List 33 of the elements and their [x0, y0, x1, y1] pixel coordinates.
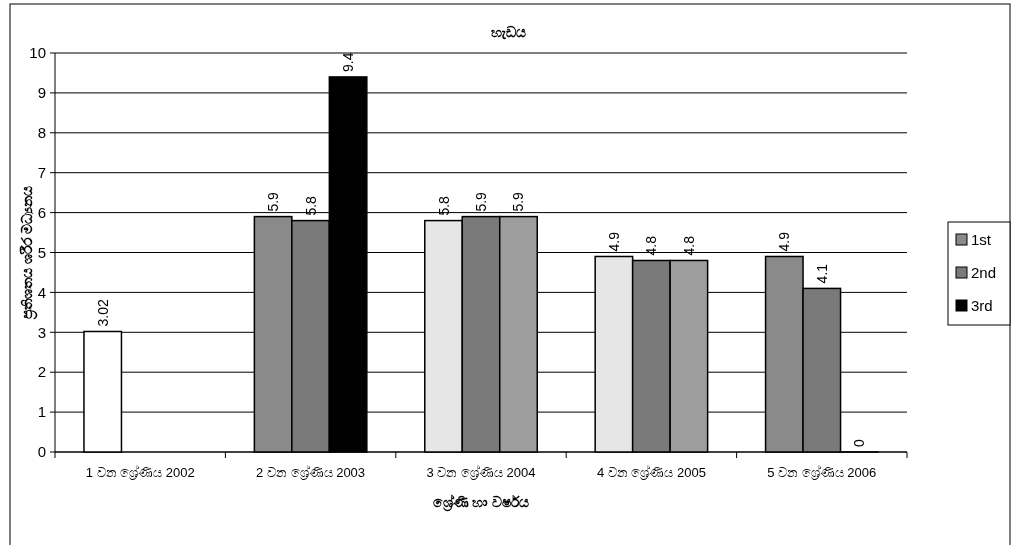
y-tick-label: 1 [37, 403, 46, 421]
legend-label: 2nd [971, 264, 997, 282]
data-label: 4.9 [776, 231, 793, 252]
data-label: 4.9 [605, 231, 622, 252]
y-tick-label: 6 [37, 203, 46, 221]
data-label: 3.02 [94, 299, 111, 327]
y-tick-label: 0 [37, 443, 46, 461]
y-tick-label: 2 [37, 363, 46, 381]
x-tick-label: 1 වන ශ්‍රේණිය 2002 [85, 465, 195, 480]
data-label: 9.4 [340, 52, 357, 72]
y-tick-label: 10 [29, 44, 46, 62]
y-tick-label: 5 [37, 243, 46, 261]
legend-label: 3rd [971, 297, 993, 315]
y-tick-label: 4 [37, 283, 46, 301]
data-label: 5.9 [473, 191, 489, 212]
x-tick-label: 3 වන ශ්‍රේණිය 2004 [426, 465, 536, 480]
y-tick-label: 7 [37, 163, 46, 181]
data-label: 0 [851, 439, 868, 447]
y-tick-label: 3 [37, 323, 46, 341]
y-tick-label: 8 [37, 124, 46, 142]
data-label: 5.8 [435, 195, 452, 216]
data-label: 4.1 [813, 263, 830, 284]
legend-label: 1st [971, 231, 992, 249]
x-tick-label: 2 වන ශ්‍රේණිය 2003 [256, 465, 366, 480]
chart-title: හැඩය [490, 24, 526, 40]
x-axis-title: ශ්‍රේණි හා වර්ෂය [432, 494, 530, 512]
x-tick-label: 5 වන ශ්‍රේණිය 2006 [767, 465, 877, 480]
data-label: 5.9 [265, 191, 282, 212]
data-label: 5.9 [510, 191, 527, 212]
y-axis-title: ප්‍රතිශතය ශරීර මධ්‍යනය [19, 186, 38, 320]
x-tick-label: 4 වන ශ්‍රේණිය 2005 [596, 465, 706, 480]
y-tick-label: 9 [37, 84, 46, 102]
data-label: 5.8 [302, 195, 319, 216]
